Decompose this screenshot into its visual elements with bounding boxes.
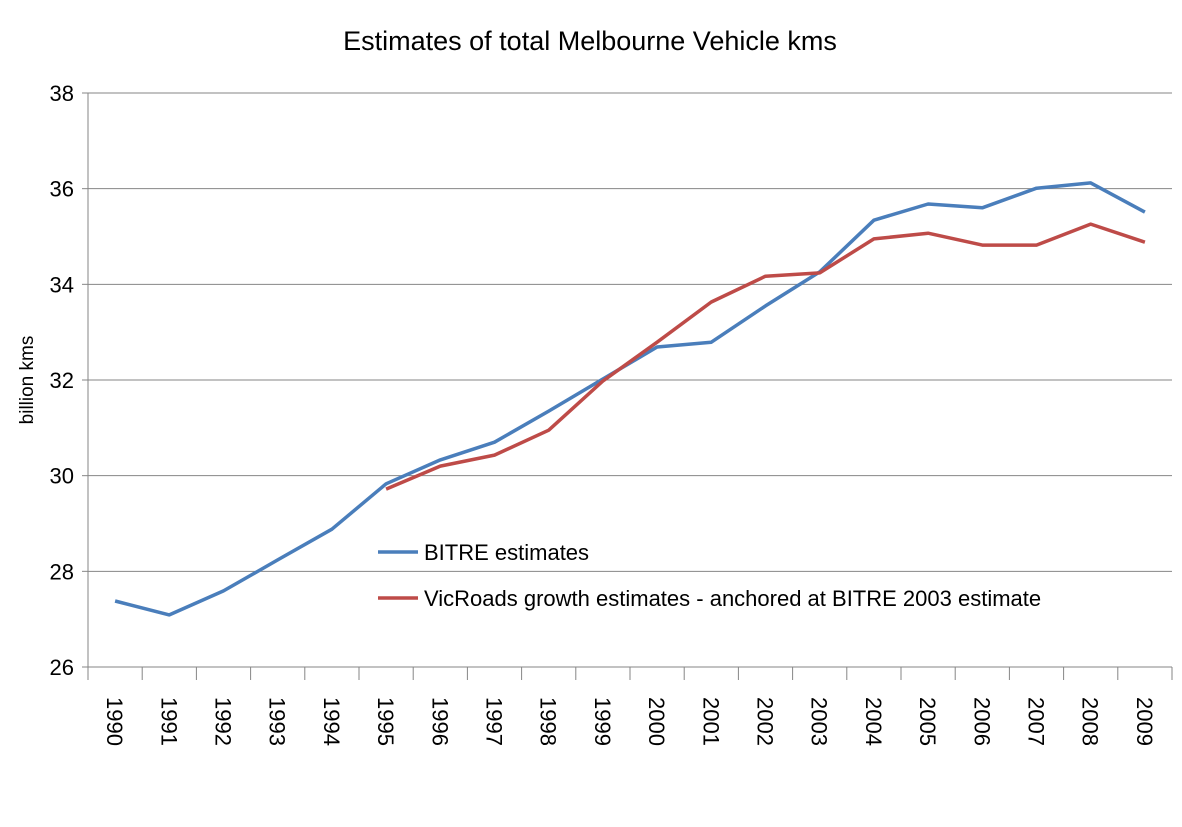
x-tick-label: 1999 — [590, 697, 615, 746]
x-tick-label: 1996 — [427, 697, 452, 746]
y-tick-label: 34 — [50, 272, 74, 297]
series-line-vicroads — [385, 222, 1146, 491]
x-tick-label: 2008 — [1078, 697, 1103, 746]
y-tick-label: 26 — [50, 655, 74, 680]
y-tick-label: 30 — [50, 464, 74, 489]
x-tick-label: 2000 — [644, 697, 669, 746]
x-tick-label: 2006 — [969, 697, 994, 746]
x-tick-label: 2001 — [698, 697, 723, 746]
y-axis-label: billion kms — [17, 336, 38, 425]
x-tick-label: 2002 — [753, 697, 778, 746]
x-tick-label: 1994 — [319, 697, 344, 746]
x-tick-label: 1990 — [102, 697, 127, 746]
x-tick-label: 2009 — [1132, 697, 1157, 746]
x-tick-label: 1997 — [482, 697, 507, 746]
x-tick-label: 2005 — [915, 697, 940, 746]
x-tick-label: 2004 — [861, 697, 886, 746]
x-tick-label: 2007 — [1024, 697, 1049, 746]
x-tick-label: 1993 — [265, 697, 290, 746]
y-tick-label: 32 — [50, 368, 74, 393]
y-tick-label: 36 — [50, 177, 74, 202]
y-tick-label: 28 — [50, 559, 74, 584]
legend-label: BITRE estimates — [424, 540, 589, 565]
x-tick-label: 1991 — [156, 697, 181, 746]
series-line-bitre — [114, 181, 1146, 617]
y-tick-label: 38 — [50, 81, 74, 106]
x-tick-label: 1992 — [211, 697, 236, 746]
chart-title: Estimates of total Melbourne Vehicle kms — [343, 26, 837, 56]
x-tick-label: 2003 — [807, 697, 832, 746]
x-tick-label: 1998 — [536, 697, 561, 746]
legend-label: VicRoads growth estimates - anchored at … — [424, 586, 1041, 611]
x-tick-label: 1995 — [373, 697, 398, 746]
